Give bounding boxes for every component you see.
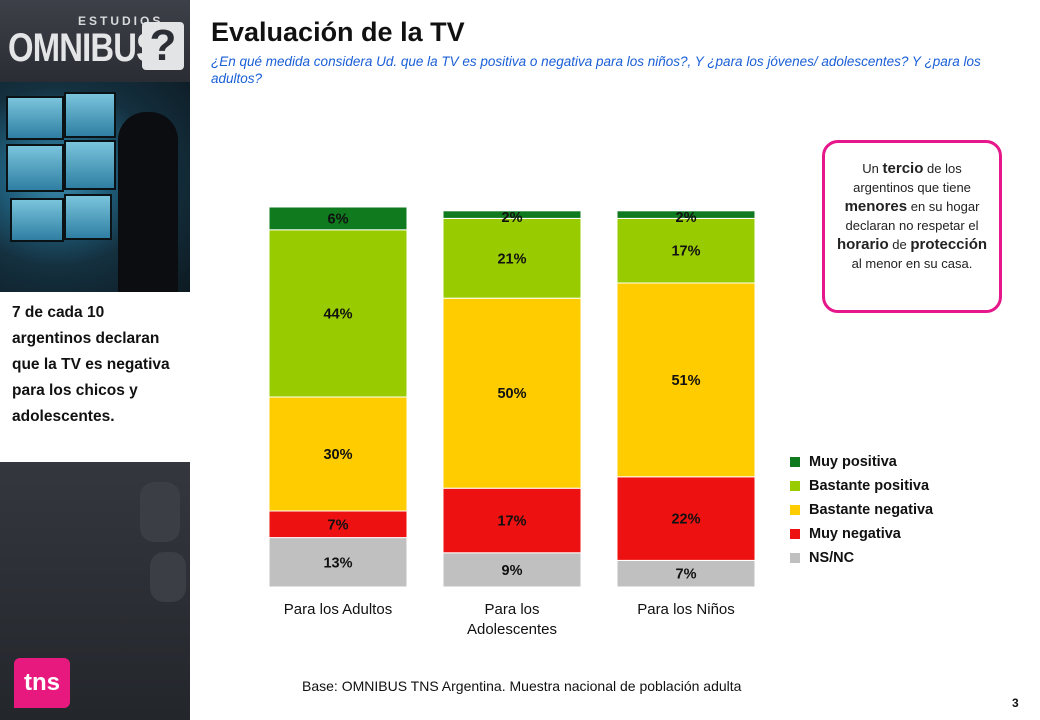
category-label: Para los Adolescentes bbox=[467, 601, 557, 638]
data-label: 6% bbox=[328, 211, 349, 227]
legend-item-ns-nc: NS/NC bbox=[790, 546, 933, 570]
tns-logo: tns bbox=[14, 658, 70, 708]
legend-label: Bastante negativa bbox=[809, 502, 934, 518]
callout-text: Un bbox=[862, 161, 883, 176]
callout-emphasis: horario bbox=[836, 236, 889, 253]
omnibus-logo: ESTUDIOS OMNIBUS ? bbox=[0, 0, 190, 82]
bar-segment-muy-positiva bbox=[616, 210, 756, 219]
data-label: 9% bbox=[502, 563, 523, 579]
category-label: Para los Adultos bbox=[284, 601, 392, 618]
callout-text: de los argentinos que tiene bbox=[853, 161, 971, 195]
data-label: 22% bbox=[671, 512, 700, 528]
data-label: 21% bbox=[497, 251, 526, 267]
brand-big-text: OMNIBUS bbox=[8, 26, 158, 70]
callout-emphasis: tercio bbox=[882, 160, 924, 177]
bar-segment-muy-positiva bbox=[268, 206, 408, 231]
tv-screen-icon bbox=[64, 92, 116, 138]
data-label: 50% bbox=[497, 386, 526, 402]
right-callout: Un tercio de los argentinos que tiene me… bbox=[822, 140, 1002, 313]
page-title: Evaluación de la TV bbox=[211, 17, 465, 47]
data-label: 17% bbox=[497, 514, 526, 530]
legend-label: Muy positiva bbox=[809, 454, 897, 470]
legend-label: Bastante positiva bbox=[809, 478, 930, 494]
tv-screen-icon bbox=[6, 96, 64, 140]
sidebar-lower: tns bbox=[0, 462, 190, 720]
callout-emphasis: protección bbox=[910, 236, 988, 253]
sidebar: ESTUDIOS OMNIBUS ? 7 de cada 10 argentin… bbox=[0, 0, 190, 720]
bar-segment-muy-negativa bbox=[616, 476, 756, 561]
callout-text: de bbox=[888, 237, 911, 252]
left-callout: 7 de cada 10 argentinos declaran que la … bbox=[0, 292, 190, 462]
legend-swatch bbox=[790, 529, 800, 539]
legend-item-bastante-negativa: Bastante negativa bbox=[790, 498, 933, 522]
legend-item-muy-negativa: Muy negativa bbox=[790, 522, 933, 546]
base-note: Base: OMNIBUS TNS Argentina. Muestra nac… bbox=[302, 678, 742, 694]
legend-swatch bbox=[790, 505, 800, 515]
left-callout-text: 7 de cada 10 argentinos declaran que la … bbox=[12, 304, 170, 425]
data-label: 7% bbox=[676, 567, 697, 583]
legend-item-bastante-positiva: Bastante positiva bbox=[790, 474, 933, 498]
bar-segment-ns-nc bbox=[616, 559, 756, 588]
data-label: 13% bbox=[323, 555, 352, 571]
tv-screen-icon bbox=[64, 140, 116, 190]
data-label: 44% bbox=[323, 306, 352, 322]
page-number: 3 bbox=[1012, 696, 1019, 710]
callout-text: al menor en su casa. bbox=[851, 256, 973, 271]
person-silhouette bbox=[118, 112, 178, 292]
bar-segment-muy-negativa bbox=[442, 487, 582, 554]
legend-item-muy-positiva: Muy positiva bbox=[790, 450, 933, 474]
tv-screen-icon bbox=[10, 198, 64, 242]
data-label: 30% bbox=[323, 447, 352, 463]
chart-legend: Muy positiva Bastante positiva Bastante ne… bbox=[790, 450, 933, 570]
data-label: 2% bbox=[502, 210, 523, 226]
bar-segment-muy-negativa bbox=[268, 510, 408, 539]
legend-swatch bbox=[790, 553, 800, 563]
brand-small-text: ESTUDIOS bbox=[78, 14, 164, 28]
bar-segment-bastante-positiva bbox=[442, 217, 582, 299]
tv-photo bbox=[0, 82, 190, 292]
tv-screen-icon bbox=[64, 194, 112, 240]
question-mark-icon: ? bbox=[142, 22, 184, 70]
bar-segment-bastante-negativa bbox=[442, 297, 582, 489]
data-label: 17% bbox=[671, 244, 700, 260]
tv-screen-icon bbox=[6, 144, 64, 192]
data-label: 51% bbox=[671, 373, 700, 389]
bar-segment-bastante-negativa bbox=[268, 396, 408, 512]
decorative-shape bbox=[140, 482, 180, 542]
bar-segment-ns-nc bbox=[442, 552, 582, 588]
bar-segment-bastante-positiva bbox=[268, 229, 408, 398]
bar-segment-muy-positiva bbox=[442, 210, 582, 219]
legend-label: NS/NC bbox=[809, 550, 855, 566]
bar-segment-bastante-positiva bbox=[616, 217, 756, 284]
legend-swatch bbox=[790, 481, 800, 491]
bar-segment-ns-nc bbox=[268, 537, 408, 588]
category-label: Para los Niños bbox=[637, 601, 735, 618]
legend-label: Muy negativa bbox=[809, 526, 901, 542]
data-label: 7% bbox=[328, 517, 349, 533]
decorative-shape bbox=[150, 552, 186, 602]
data-label: 2% bbox=[676, 210, 697, 226]
bar-segment-bastante-negativa bbox=[616, 282, 756, 478]
callout-emphasis: menores bbox=[844, 198, 908, 215]
callout-text: en su hogar declaran no respetar el bbox=[845, 199, 980, 233]
legend-swatch bbox=[790, 457, 800, 467]
page-subtitle: ¿En qué medida considera Ud. que la TV e… bbox=[211, 54, 981, 86]
